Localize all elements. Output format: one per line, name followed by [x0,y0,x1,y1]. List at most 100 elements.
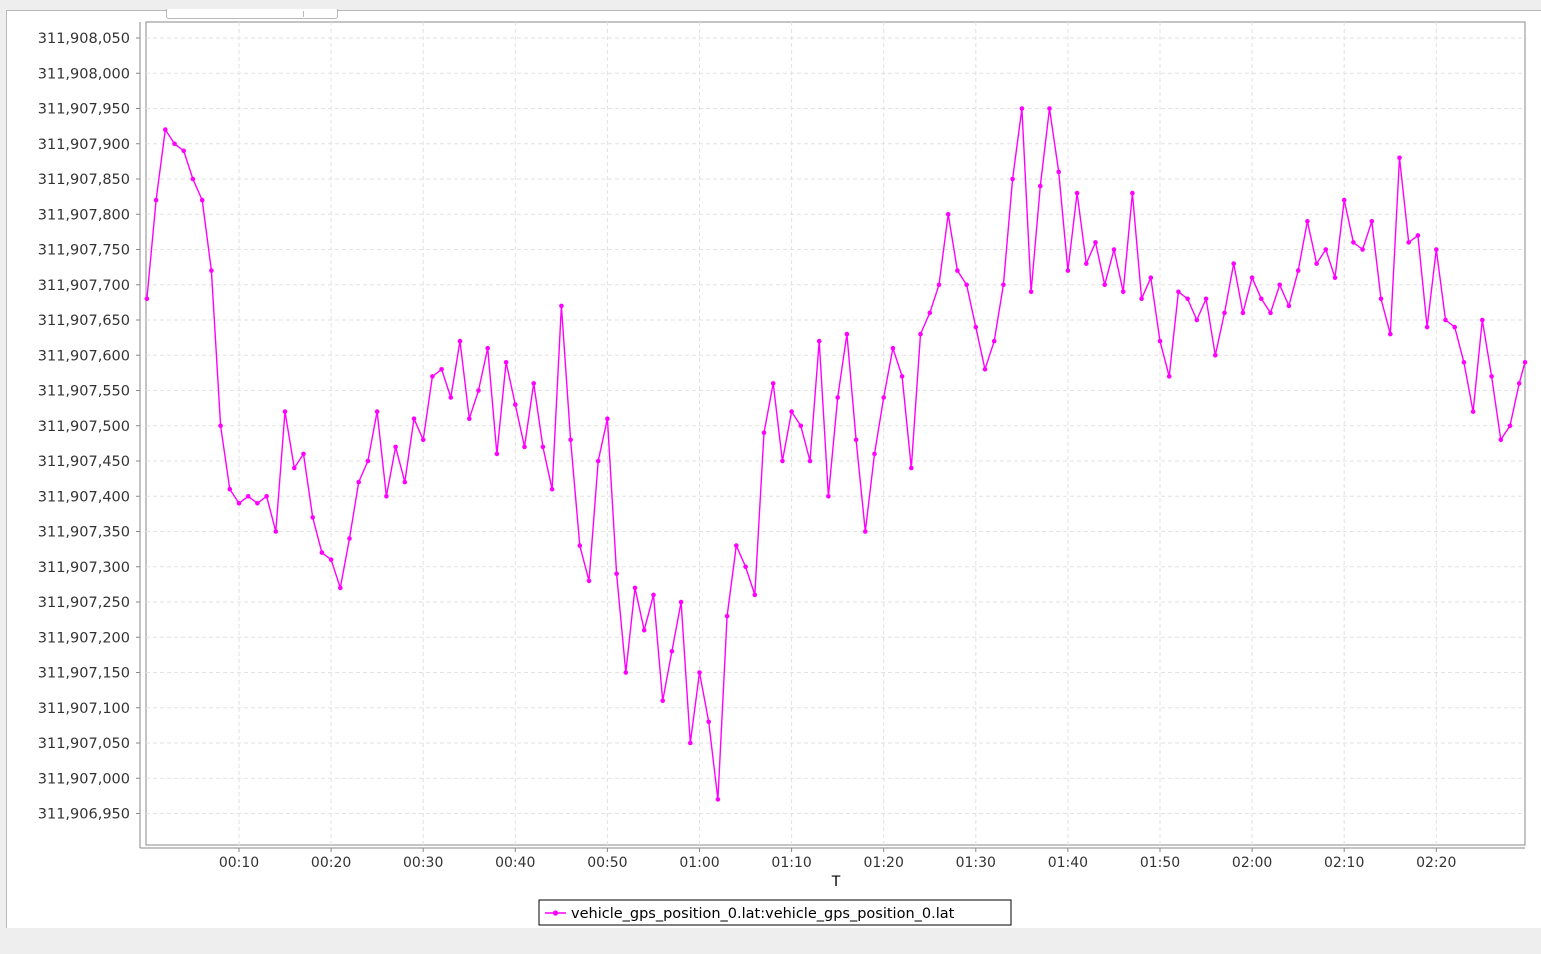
y-tick-label: 311,907,150 [38,666,130,682]
data-point [531,381,536,386]
data-point [273,529,279,534]
data-point [457,338,463,344]
data-point [1102,282,1107,288]
data-point [1323,247,1329,252]
y-tick-label: 311,907,700 [38,278,130,294]
y-tick-label: 311,907,100 [38,701,130,717]
data-point [356,479,362,485]
legend[interactable]: vehicle_gps_position_0.lat:vehicle_gps_p… [538,899,1012,926]
data-point [780,458,785,464]
data-point [476,388,481,393]
data-point [199,197,205,203]
data-point [144,296,150,302]
data-point [770,381,776,386]
data-point [1295,268,1301,273]
data-point [853,437,859,443]
y-tick-label: 311,907,300 [38,560,130,576]
data-point [384,494,389,499]
data-point [1056,169,1061,175]
data-point [301,451,306,457]
y-tick-label: 311,907,250 [38,595,130,611]
data-point [393,444,398,450]
data-point [1286,303,1292,309]
y-tick-label: 311,907,050 [38,736,130,752]
data-point [586,578,592,584]
data-point [890,345,896,351]
data-point [752,592,758,598]
data-point [734,543,739,548]
data-point [863,529,868,534]
data-point [660,698,665,703]
data-point [605,416,610,422]
data-point [798,423,804,429]
data-point [1305,219,1310,224]
data-point [1038,183,1043,189]
y-tick-label: 311,907,850 [38,172,130,188]
data-point [1360,247,1365,252]
y-tick-label: 311,907,450 [38,454,130,470]
x-tick-label: 01:00 [679,855,719,871]
data-point [1157,338,1163,344]
data-point [982,367,988,372]
y-tick-label: 311,907,800 [38,207,130,223]
data-point [1507,423,1513,429]
data-point [595,458,601,464]
data-point [163,127,168,132]
x-tick-label: 01:10 [771,855,811,871]
data-point [1047,106,1052,111]
data-point [1406,240,1411,245]
data-point [844,331,850,337]
data-point [697,670,702,675]
data-point [1194,317,1200,323]
data-point [1522,360,1528,365]
data-point [1231,261,1236,266]
data-point [1332,275,1338,281]
data-point [467,416,472,422]
y-tick-label: 311,908,000 [38,66,130,82]
data-point [955,268,960,273]
toolbar-field[interactable] [166,9,338,19]
data-point [1084,261,1089,266]
data-point [374,409,380,414]
data-point [577,543,583,548]
x-tick-label: 00:40 [495,855,535,871]
data-point [1185,296,1190,302]
data-point [807,458,813,464]
data-point [338,585,343,591]
data-point [245,494,251,499]
data-point [1028,289,1034,295]
data-point [255,501,260,506]
x-tick-label: 01:20 [864,855,904,871]
data-point [1498,437,1504,443]
data-point [715,797,721,802]
x-tick-label: 00:30 [403,855,443,871]
data-point [678,599,684,605]
data-point [899,374,905,379]
y-tick-label: 311,907,950 [38,102,130,118]
data-point [218,423,223,429]
data-point [365,458,371,464]
data-point [420,437,426,443]
data-point [236,501,242,506]
series-layer [144,106,1528,802]
legend-label: vehicle_gps_position_0.lat:vehicle_gps_p… [571,906,955,922]
data-point [651,592,656,598]
legend-box [538,899,1012,926]
data-point [485,345,491,351]
data-point [936,282,942,288]
y-tick-label: 311,906,950 [38,807,130,823]
data-point [430,374,435,379]
data-point [918,331,923,337]
data-point [153,197,159,203]
data-point [881,395,886,400]
data-point [1001,282,1006,288]
data-point [549,486,555,492]
data-point [1516,381,1522,386]
data-point [623,670,629,675]
data-point [724,613,730,619]
data-point [1378,296,1384,302]
data-point [1388,331,1393,337]
y-tick-label: 311,907,500 [38,419,130,435]
data-point [1443,317,1448,323]
y-tick-label: 311,907,550 [38,384,130,400]
